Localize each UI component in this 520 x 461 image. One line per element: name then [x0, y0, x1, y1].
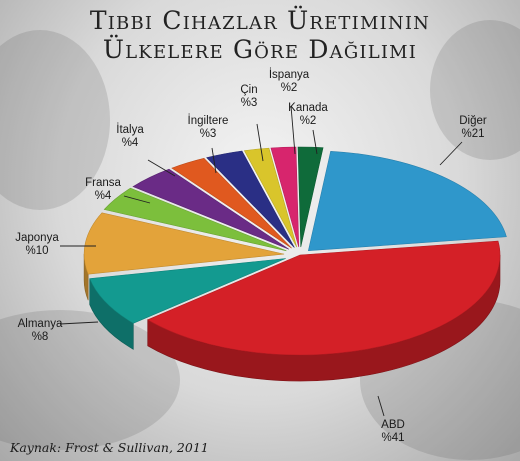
pie-slice-9 [297, 146, 324, 248]
slice-label-3: Fransa [85, 177, 121, 189]
leader-line-0 [377, 395, 385, 417]
slice-label-8: Kanada [288, 102, 328, 114]
leader-line-7 [290, 105, 296, 155]
pie-slice-0 [147, 240, 501, 356]
slice-value-3: %4 [95, 190, 112, 202]
pie-slice-10 [307, 151, 507, 252]
slice-label-6: Çin [240, 84, 257, 96]
pie-slice-2 [83, 212, 285, 275]
leader-line-10 [439, 141, 463, 166]
slice-label-7: İspanya [269, 68, 310, 81]
slice-value-6: %3 [241, 97, 258, 109]
slice-value-10: %21 [461, 128, 484, 140]
chart-title-line-2: Ülkelere Göre Dağılımı [102, 35, 418, 64]
pie-slices [83, 146, 507, 356]
slice-value-4: %4 [122, 137, 139, 149]
slice-value-0: %41 [381, 432, 404, 444]
source-caption: Kaynak: Frost & Sullivan, 2011 [10, 440, 209, 455]
pie-labels: ABD%41Almanya%8Japonya%10Fransa%4İtalya%… [15, 68, 487, 444]
leader-line-3 [123, 195, 151, 204]
pie-slice-6 [206, 150, 295, 248]
leader-line-6 [256, 123, 264, 162]
slice-label-10: Diğer [459, 115, 487, 127]
slice-label-2: Japonya [15, 232, 59, 244]
slice-value-5: %3 [200, 128, 217, 140]
slice-label-4: İtalya [116, 123, 144, 136]
chart-title: Tıbbi Cihazlar Üretiminin Ülkelere Göre … [0, 6, 520, 64]
pie-slice-4 [132, 168, 290, 250]
leader-line-5 [211, 147, 217, 174]
pie-slice-5 [171, 157, 292, 249]
leader-line-1 [59, 321, 99, 325]
leader-line-4 [147, 159, 176, 177]
pie-slice-1 [89, 258, 286, 324]
pie-slice-3 [103, 187, 287, 252]
slice-label-5: İngiltere [188, 114, 229, 127]
slice-value-8: %2 [300, 115, 317, 127]
slice-label-0: ABD [381, 419, 405, 431]
pie-leader-lines [59, 105, 463, 417]
leader-line-8 [312, 129, 318, 155]
slice-value-1: %8 [32, 331, 49, 343]
slice-label-1: Almanya [18, 318, 63, 330]
slice-value-2: %10 [25, 245, 48, 257]
pie-slice-8 [270, 146, 300, 248]
slice-value-7: %2 [281, 82, 298, 94]
pie-slice-7 [243, 147, 298, 248]
chart-title-line-1: Tıbbi Cihazlar Üretiminin [89, 6, 431, 35]
